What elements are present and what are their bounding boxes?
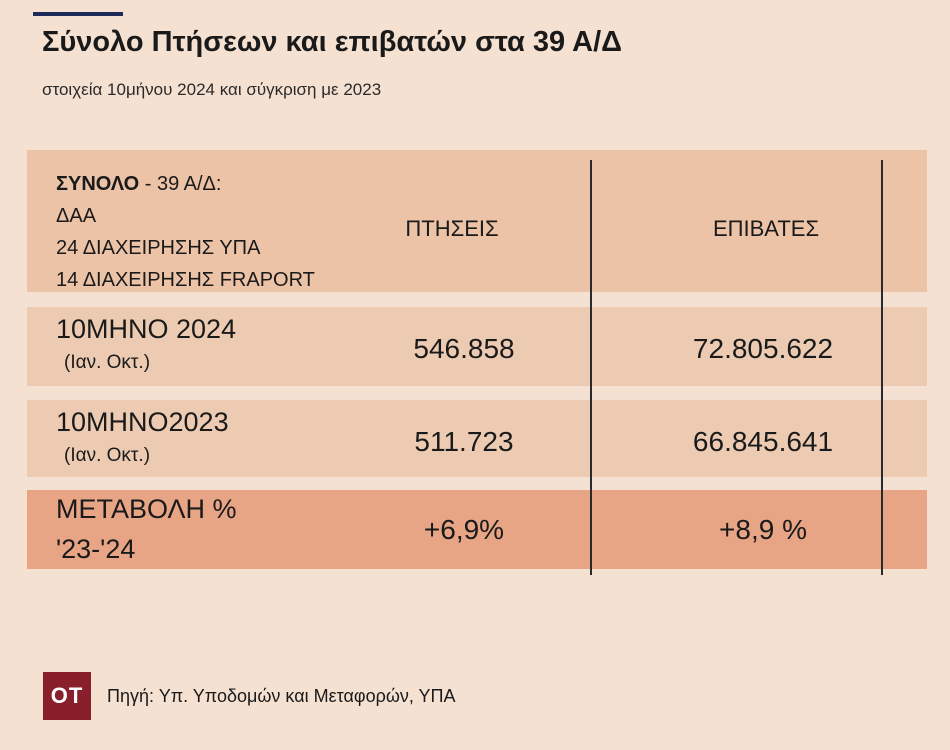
- table-row-change: [27, 490, 927, 569]
- flights-change-value: +6,9%: [423, 514, 505, 545]
- header-ypa: 24 ΔΙΑΧΕΙΡΗΣΗΣ ΥΠΑ: [56, 237, 261, 259]
- table-row-2024: [27, 307, 927, 386]
- ot-logo: ΟΤ: [43, 672, 91, 720]
- table-row-2023: [27, 400, 927, 477]
- row-sublabel: '23-'24: [56, 534, 136, 564]
- header-total-label: ΣΥΝΟΛΟ: [56, 173, 140, 195]
- row-sublabel: (Ιαν. Οκτ.): [64, 445, 151, 466]
- passengers-change-value: +8,9 %: [719, 514, 807, 545]
- source-note: Πηγή: Υπ. Υποδομών και Μεταφορών, ΥΠΑ: [107, 686, 456, 706]
- row-label: 10ΜΗΝΟ 2024: [56, 314, 237, 344]
- header-total-count: - 39 Α/Δ:: [139, 173, 222, 195]
- header-fraport: 14 ΔΙΑΧΕΙΡΗΣΗΣ FRAPORT: [56, 269, 315, 291]
- top-accent-bar: [33, 12, 123, 16]
- column-header-passengers: ΕΠΙΒΑΤΕΣ: [712, 216, 820, 241]
- page-title: Σύνολο Πτήσεων και επιβατών στα 39 Α/Δ: [42, 26, 623, 58]
- page-subtitle: στοιχεία 10μήνου 2024 και σύγκριση με 20…: [42, 80, 382, 99]
- row-label: ΜΕΤΑΒΟΛΗ %: [56, 494, 237, 524]
- header-daa: ΔΑΑ: [56, 205, 97, 227]
- flights-value: 546.858: [413, 333, 515, 364]
- flights-value: 511.723: [414, 426, 514, 457]
- row-sublabel: (Ιαν. Οκτ.): [64, 352, 151, 373]
- column-header-flights: ΠΤΗΣΕΙΣ: [405, 216, 499, 241]
- header-airports-description: ΣΥΝΟΛΟ - 39 Α/Δ: ΔΑΑ 24 ΔΙΑΧΕΙΡΗΣΗΣ ΥΠΑ …: [56, 168, 315, 296]
- passengers-value: 72.805.622: [692, 333, 834, 364]
- column-divider: [881, 160, 883, 575]
- passengers-value: 66.845.641: [692, 426, 834, 457]
- table-header-row: [27, 150, 927, 292]
- column-divider: [590, 160, 592, 575]
- row-label: 10ΜΗΝΟ2023: [56, 407, 229, 437]
